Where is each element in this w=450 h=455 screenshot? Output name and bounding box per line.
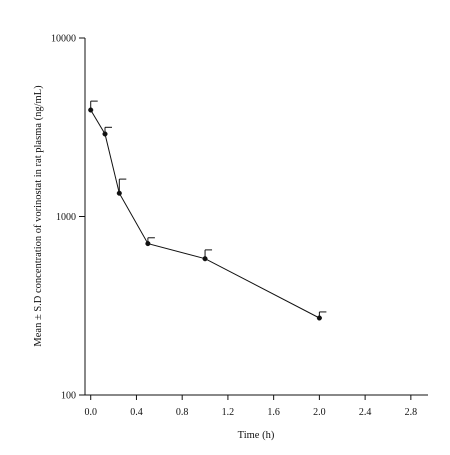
x-tick-label: 0.8	[176, 407, 189, 418]
y-axis-label: Mean ± S.D concentration of vorinostat i…	[33, 85, 44, 347]
x-tick-label: 0.0	[84, 407, 97, 418]
y-tick-label: 10000	[51, 34, 76, 45]
x-tick-label: 2.8	[405, 407, 418, 418]
axes-layer: 0.0 0.4 0.8 1.2 1.6 2.0 2.4 2.8 100 1000 10000	[51, 34, 428, 418]
data-point	[316, 315, 322, 321]
series-layer	[88, 100, 327, 321]
x-tick-label: 2.4	[359, 407, 372, 418]
x-tick-label: 1.6	[267, 407, 280, 418]
x-axis-label: Time (h)	[238, 430, 275, 441]
x-tick-label: 1.2	[222, 407, 235, 418]
x-tick-label: 2.0	[313, 407, 326, 418]
y-tick-label: 1000	[56, 212, 76, 223]
y-tick-label: 100	[61, 391, 76, 402]
data-point	[202, 256, 208, 262]
data-point	[145, 241, 151, 247]
x-tick-label: 0.4	[130, 407, 143, 418]
data-point	[88, 107, 94, 113]
data-point	[102, 131, 108, 137]
series-line	[90, 109, 320, 319]
data-point	[116, 190, 122, 196]
